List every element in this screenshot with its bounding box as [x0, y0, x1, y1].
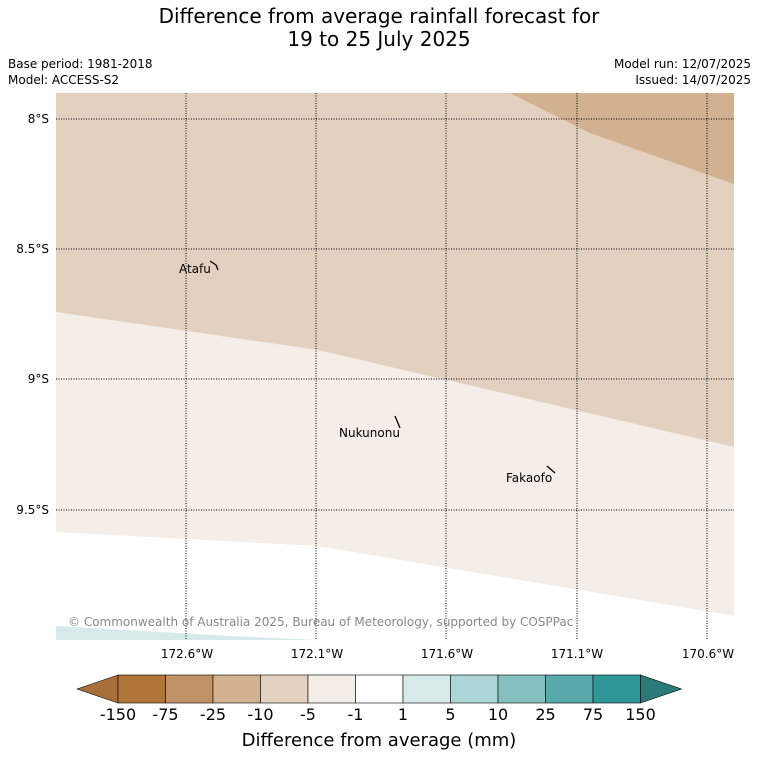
strong-dry-region [510, 93, 734, 184]
colorbar-segment [497, 674, 546, 704]
lon-tick-label: 171.6°W [421, 647, 473, 661]
place-label-atafu: Atafu [179, 262, 211, 276]
map-title-line2: 19 to 25 July 2025 [287, 27, 471, 51]
place-label-fakaofo: Fakaofo [506, 471, 552, 485]
map-title-line1: Difference from average rainfall forecas… [158, 4, 600, 28]
colorbar-segment [212, 674, 261, 704]
colorbar-segment [117, 674, 166, 704]
issued-date: Issued: 14/07/2025 [635, 73, 751, 87]
lon-tick-label: 172.1°W [291, 647, 343, 661]
colorbar-segment [545, 674, 594, 704]
lat-tick-label: 9°S [28, 372, 49, 386]
model-run: Model run: 12/07/2025 [613, 57, 751, 71]
colorbar-segment [450, 674, 499, 704]
colorbar-segment [165, 674, 214, 704]
fakaofo-atoll-shape [546, 465, 556, 474]
lon-tick-label: 171.1°W [551, 647, 603, 661]
colorbar-segment [355, 674, 404, 704]
colorbar-extend-high [640, 674, 683, 704]
colorbar-tick-label: -5 [300, 705, 316, 724]
model-name: Model: ACCESS-S2 [8, 73, 120, 87]
base-period: Base period: 1981-2018 [8, 57, 153, 71]
colorbar-tick-label: -1 [347, 705, 364, 724]
place-label-nukunonu: Nukunonu [339, 426, 400, 440]
colorbar-tick-label: 25 [535, 705, 556, 724]
colorbar-segment [402, 674, 451, 704]
lat-tick-label: 9.5°S [16, 503, 49, 517]
colorbar-segment [260, 674, 309, 704]
nukunonu-atoll-shape [394, 415, 401, 429]
copyright-notice: © Commonwealth of Australia 2025, Bureau… [68, 615, 573, 629]
colorbar-tick-label: -25 [199, 705, 227, 724]
slight-dry-region [56, 312, 734, 616]
colorbar-tick-label: 150 [625, 705, 656, 724]
colorbar-tick-label: 5 [445, 705, 456, 724]
colorbar-tick-label: 1 [397, 705, 409, 724]
colorbar-title: Difference from average (mm) [241, 730, 517, 751]
colorbar-tick-label: -75 [152, 705, 179, 724]
colorbar-tick-label: 75 [582, 705, 604, 724]
dry-region [56, 93, 734, 447]
colorbar-tick-label: -150 [99, 705, 137, 724]
colorbar [76, 674, 683, 704]
colorbar-tick-label: -10 [247, 705, 274, 724]
colorbar-segment [592, 674, 641, 704]
lon-tick-label: 170.6°W [682, 647, 734, 661]
colorbar-segment [307, 674, 356, 704]
slight-wet-region [56, 626, 318, 640]
colorbar-tick-label: 10 [487, 705, 509, 724]
lat-tick-label: 8.5°S [16, 242, 49, 256]
colorbar-extend-low [76, 674, 119, 704]
atafu-atoll-shape [209, 260, 219, 271]
lat-tick-label: 8°S [28, 112, 49, 126]
lon-tick-label: 172.6°W [161, 647, 213, 661]
